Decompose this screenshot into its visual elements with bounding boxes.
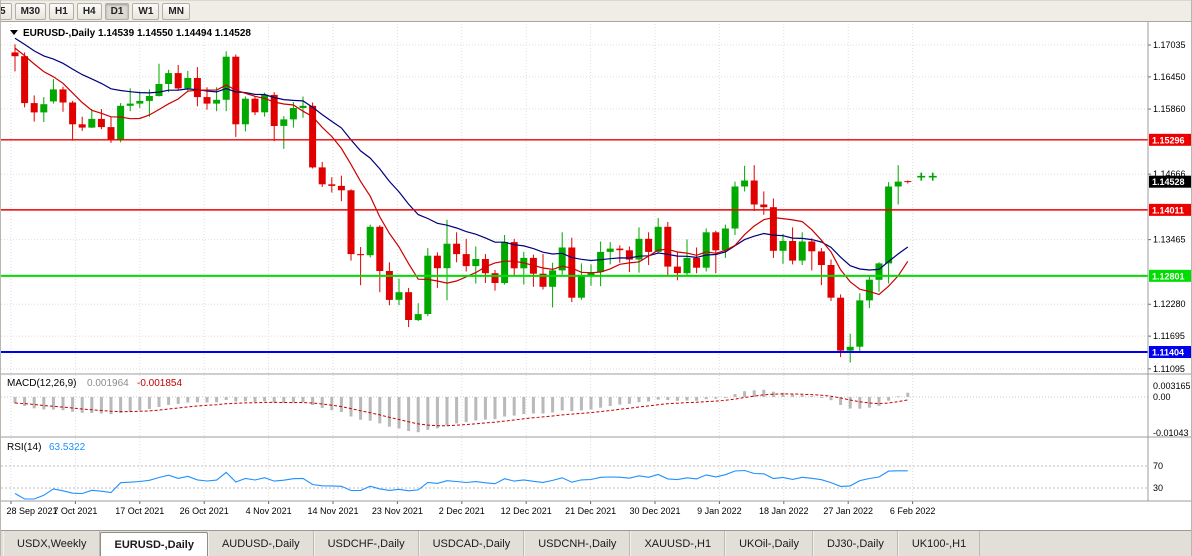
price-axis-label: 1.16450 (1153, 72, 1186, 82)
macd-pane (1, 389, 1148, 433)
ma-fast-line (14, 47, 909, 296)
macd-axis-label: -0.01043 (1153, 428, 1189, 438)
hline-price-tag (1149, 269, 1191, 282)
date-axis-label: 14 Nov 2021 (307, 506, 358, 516)
macd-signal-value: -0.001854 (137, 378, 182, 389)
macd-title: MACD(12,26,9) (7, 378, 76, 389)
one-click-trading-toggle[interactable] (10, 30, 18, 35)
timeframe-button-h4[interactable]: H4 (76, 2, 102, 20)
price-axis-label: 1.15860 (1153, 104, 1186, 114)
timeframe-button-w1[interactable]: W1 (132, 2, 160, 20)
date-axis-label: 17 Oct 2021 (115, 506, 164, 516)
chart-tab-xauusd-h1[interactable]: XAUUSD-,H1 (630, 531, 726, 556)
candles (11, 44, 912, 363)
date-axis-label: 4 Nov 2021 (246, 506, 292, 516)
price-axis-label: 1.12280 (1153, 299, 1186, 309)
timeframe-button-h1[interactable]: H1 (49, 2, 74, 20)
price-axis-label: 1.17035 (1153, 40, 1186, 50)
date-axis-label: 6 Feb 2022 (890, 506, 936, 516)
price-chart[interactable]: 1.17035 1.16450 1.15860 1.14666 1.13465 1.122… (1, 22, 1192, 530)
price-axis-label: 1.14666 (1153, 169, 1186, 179)
chart-tab-usdcad-daily[interactable]: USDCAD-,Daily (418, 531, 525, 556)
hline-price-tag (1149, 203, 1191, 216)
hline-price-tag (1149, 133, 1191, 146)
hline-price-tag (1149, 346, 1191, 359)
macd-axis-label: 0.00 (1153, 392, 1171, 402)
rsi-level-label: 30 (1153, 483, 1163, 493)
chart-tab-uk100-h1[interactable]: UK100-,H1 (897, 531, 981, 556)
chart-title: EURUSD-,Daily 1.14539 1.14550 1.14494 1.… (23, 28, 251, 39)
hline-price-tag-label: 1.15296 (1152, 135, 1185, 145)
date-axis-label: 7 Oct 2021 (53, 506, 97, 516)
rsi-level-label: 70 (1153, 461, 1163, 471)
macd-axis-label: 0.003165 (1153, 381, 1191, 391)
price-axis-label: 1.11695 (1153, 331, 1185, 341)
price-axis-label: 1.11095 (1153, 364, 1185, 374)
date-axis-label: 23 Nov 2021 (372, 506, 423, 516)
chart-tab-ukoil-daily[interactable]: UKOil-,Daily (725, 531, 813, 556)
current-price-tag-label: 1.14528 (1152, 177, 1185, 187)
date-axis-label: 27 Jan 2022 (823, 506, 873, 516)
date-axis-label: 12 Dec 2021 (501, 506, 552, 516)
rsi-line (14, 469, 908, 500)
ma-slow-line (14, 37, 909, 271)
chart-tab-usdchf-daily[interactable]: USDCHF-,Daily (313, 531, 419, 556)
date-axis-label: 18 Jan 2022 (759, 506, 809, 516)
chart-tabs-bar: USDX,Weekly EURUSD-,Daily AUDUSD-,Daily USD… (1, 530, 1191, 556)
plus-marker[interactable] (928, 172, 937, 181)
chart-tab-usdcnh-daily[interactable]: USDCNH-,Daily (524, 531, 631, 556)
hline-price-tag-label: 1.12801 (1152, 271, 1185, 281)
date-axis-label: 26 Oct 2021 (180, 506, 229, 516)
date-axis-label: 9 Jan 2022 (697, 506, 742, 516)
chart-tab-usdx-weekly[interactable]: USDX,Weekly (3, 531, 101, 556)
date-axis-label: 28 Sep 2021 (6, 506, 57, 516)
plus-marker[interactable] (917, 172, 926, 181)
timeframe-toolbar: 5M30H1H4D1W1MN (1, 0, 1191, 22)
rsi-title: RSI(14) (7, 442, 41, 453)
rsi-pane (1, 465, 1148, 500)
timeframe-button-m30[interactable]: M30 (14, 2, 47, 20)
date-axis-label: 30 Dec 2021 (629, 506, 680, 516)
timeframe-button-5[interactable]: 5 (1, 2, 12, 20)
timeframe-button-mn[interactable]: MN (162, 2, 190, 20)
price-axis-label: 1.13465 (1153, 235, 1186, 245)
rsi-value: 63.5322 (49, 442, 86, 453)
chart-tab-audusd-daily[interactable]: AUDUSD-,Daily (207, 531, 314, 556)
timeframe-button-d1[interactable]: D1 (104, 2, 130, 20)
chart-tab-dj30-daily[interactable]: DJ30-,Daily (812, 531, 898, 556)
hline-price-tag-label: 1.11404 (1152, 348, 1184, 358)
current-price-tag (1149, 175, 1191, 188)
chart-tab-eurusd-daily[interactable]: EURUSD-,Daily (100, 532, 208, 556)
macd-main-value: 0.001964 (87, 378, 129, 389)
hline-price-tag-label: 1.14011 (1152, 205, 1184, 215)
date-axis-label: 21 Dec 2021 (565, 506, 616, 516)
date-axis-label: 2 Dec 2021 (439, 506, 485, 516)
